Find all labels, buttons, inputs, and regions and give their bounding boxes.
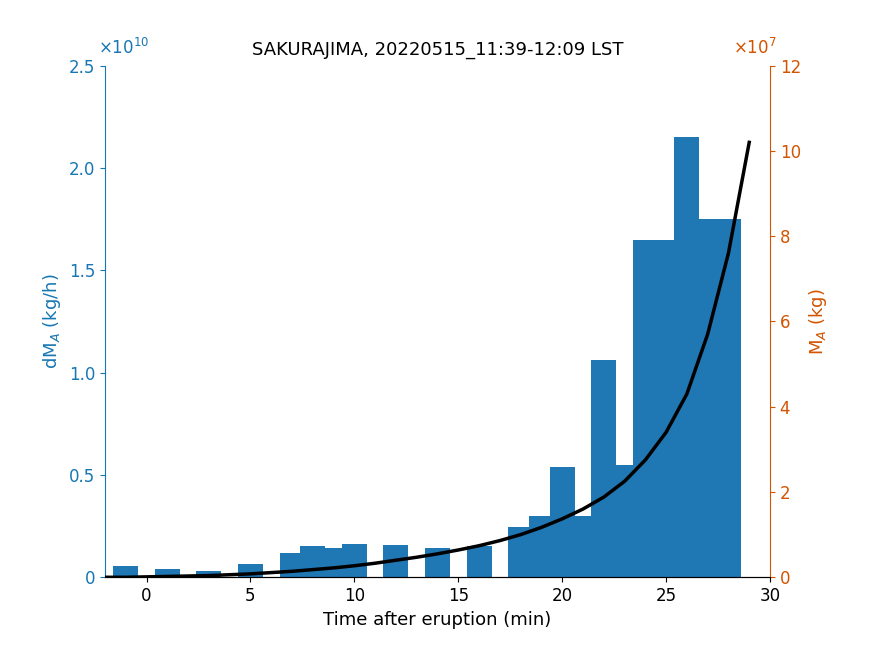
Y-axis label: M$_A$ (kg): M$_A$ (kg)	[807, 288, 829, 355]
Bar	[716, 219, 741, 577]
Bar	[528, 516, 554, 577]
Bar	[570, 516, 596, 577]
Bar	[238, 564, 263, 577]
Bar	[696, 219, 720, 577]
Bar	[633, 239, 658, 577]
Bar	[342, 544, 367, 577]
Bar	[654, 239, 679, 577]
Bar	[425, 548, 450, 577]
Bar	[300, 546, 326, 577]
Bar	[280, 553, 304, 577]
Bar	[466, 546, 492, 577]
Bar	[592, 360, 616, 577]
X-axis label: Time after eruption (min): Time after eruption (min)	[324, 611, 551, 628]
Bar	[114, 566, 138, 577]
Bar	[196, 571, 221, 577]
Bar	[383, 544, 409, 577]
Y-axis label: dM$_A$ (kg/h): dM$_A$ (kg/h)	[41, 274, 63, 369]
Bar	[321, 548, 346, 577]
Bar	[675, 137, 699, 577]
Bar	[508, 527, 533, 577]
Bar	[155, 569, 180, 577]
Text: $\times10^{7}$: $\times10^{7}$	[733, 38, 777, 58]
Bar	[612, 464, 637, 577]
Title: SAKURAJIMA, 20220515_11:39-12:09 LST: SAKURAJIMA, 20220515_11:39-12:09 LST	[252, 41, 623, 59]
Bar	[550, 467, 575, 577]
Text: $\times10^{10}$: $\times10^{10}$	[98, 38, 150, 58]
